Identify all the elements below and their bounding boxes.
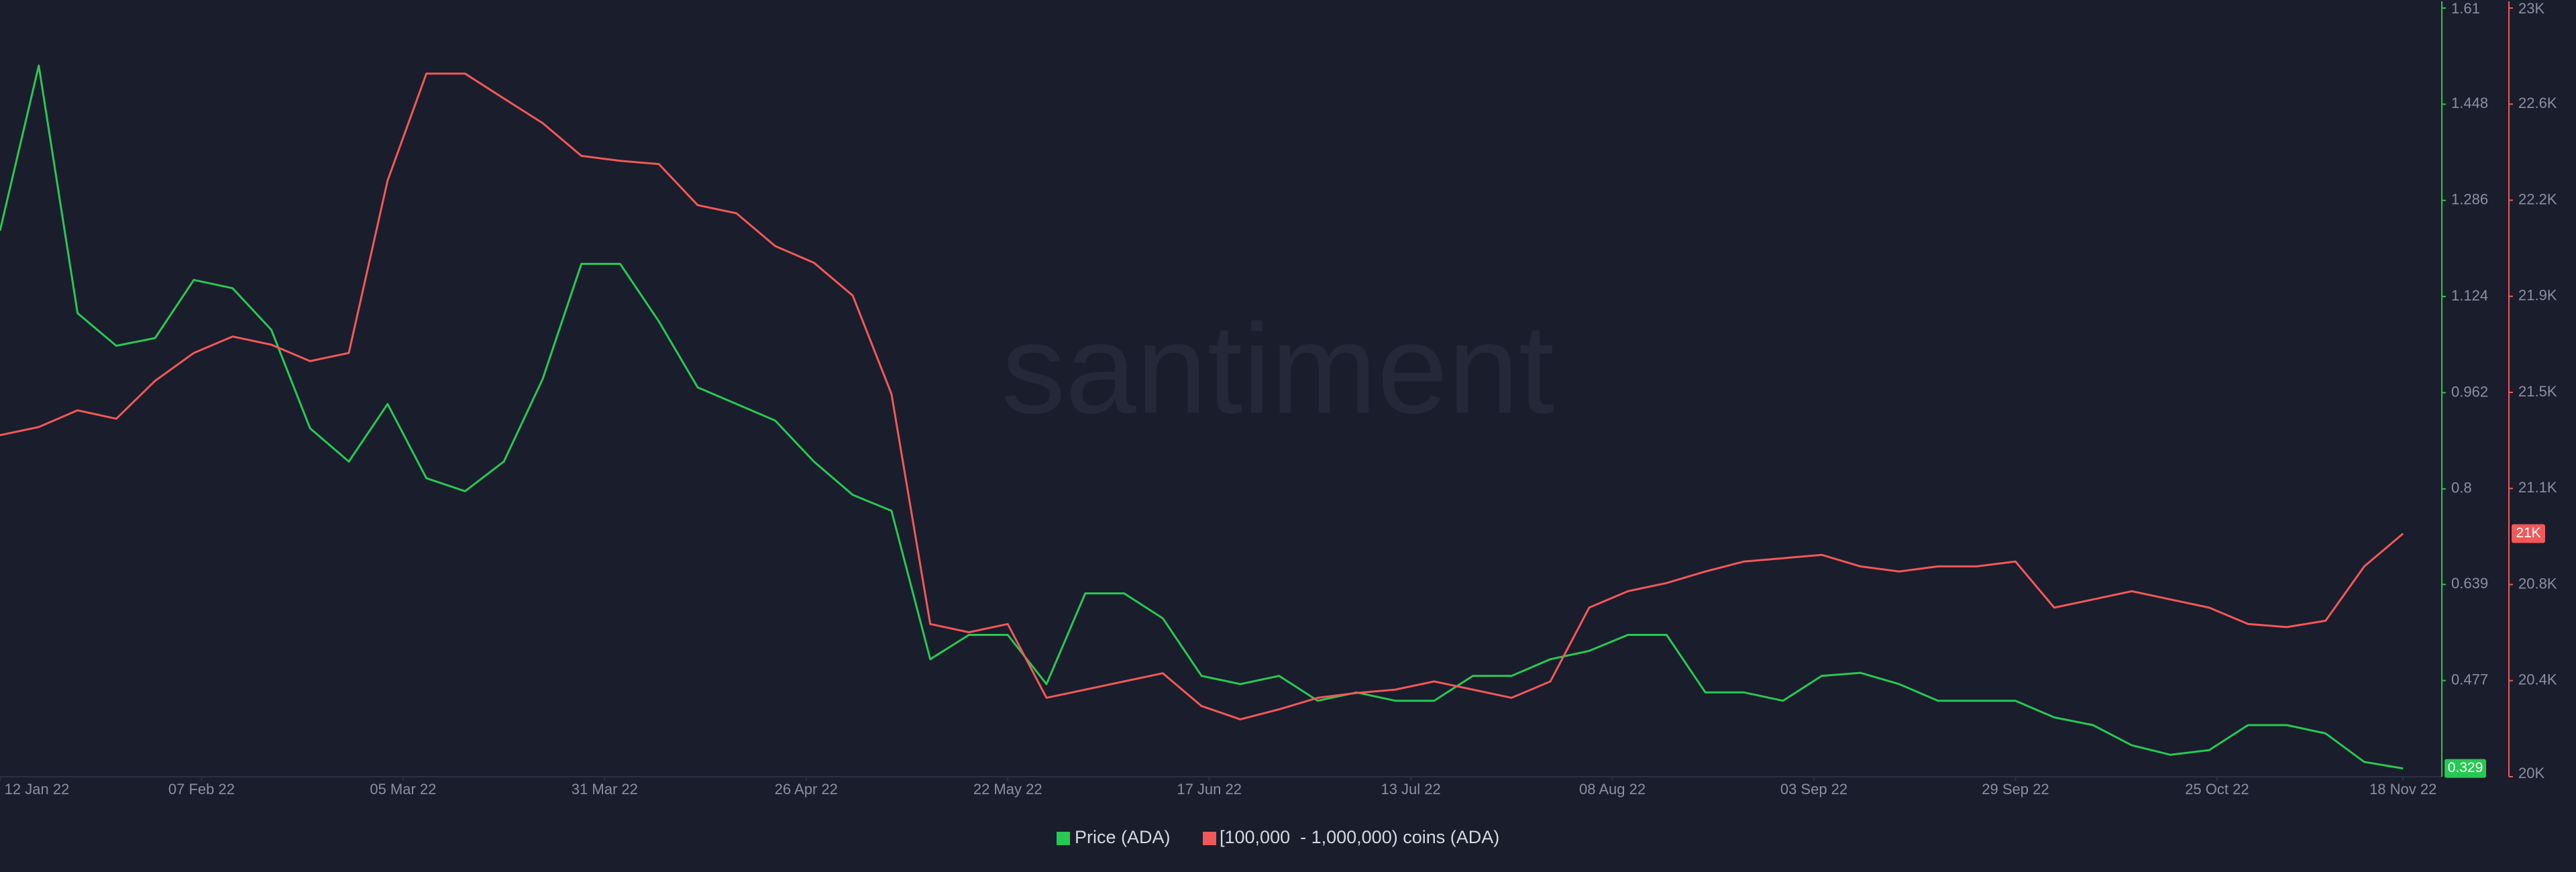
y-tick-label: 1.286 (2451, 191, 2488, 208)
x-tick-label: 22 May 22 (973, 781, 1042, 798)
y2-tick-label: 22.6K (2518, 95, 2557, 111)
y2-tick-label: 20.4K (2518, 671, 2557, 688)
y2-tick-label: 23K (2518, 0, 2544, 17)
watermark: santiment (1002, 298, 1554, 440)
x-tick-label: 13 Jul 22 (1381, 781, 1440, 798)
x-tick-label: 03 Sep 22 (1780, 781, 1847, 798)
x-tick-label: 25 Oct 22 (2185, 781, 2249, 798)
legend-swatch (1203, 832, 1216, 845)
y2-tick-label: 21.1K (2518, 479, 2557, 496)
x-tick-label: 29 Sep 22 (1982, 781, 2049, 798)
legend-label: [100,000 - 1,000,000) coins (ADA) (1220, 827, 1499, 847)
series-line (0, 72, 2404, 720)
y2-tick-label: 20K (2518, 765, 2544, 781)
series-line (0, 64, 2404, 770)
y-tick-label: 0.962 (2451, 383, 2488, 400)
x-tick-label: 05 Mar 22 (370, 781, 436, 798)
last-value-badge (2445, 759, 2486, 778)
last-value-label: 21K (2516, 525, 2540, 541)
last-value-label: 0.329 (2448, 760, 2483, 775)
x-tick-label: 31 Mar 22 (572, 781, 638, 798)
y2-tick-label: 22.2K (2518, 190, 2557, 207)
x-tick-label: 08 Aug 22 (1579, 781, 1646, 798)
y-tick-label: 0.639 (2451, 575, 2488, 592)
x-tick-label: 12 Jan 22 (5, 781, 70, 798)
y-tick-label: 1.448 (2451, 95, 2488, 111)
y2-tick-label: 21.5K (2518, 383, 2557, 400)
x-tick-label: 17 Jun 22 (1177, 781, 1242, 798)
y-tick-label: 1.124 (2451, 287, 2488, 304)
y-tick-label: 0.8 (2451, 480, 2472, 496)
y2-tick-label: 20.8K (2518, 575, 2557, 592)
x-tick-label: 26 Apr 22 (775, 781, 838, 798)
legend-swatch (1057, 832, 1070, 845)
y-tick-label: 1.61 (2451, 0, 2480, 17)
y-tick-label: 0.477 (2451, 671, 2488, 688)
y2-tick-label: 21.9K (2518, 287, 2557, 304)
x-tick-label: 07 Feb 22 (168, 781, 235, 798)
x-tick-label: 18 Nov 22 (2369, 781, 2436, 798)
last-value-badge (2512, 524, 2545, 543)
legend-label: Price (ADA) (1075, 827, 1171, 847)
